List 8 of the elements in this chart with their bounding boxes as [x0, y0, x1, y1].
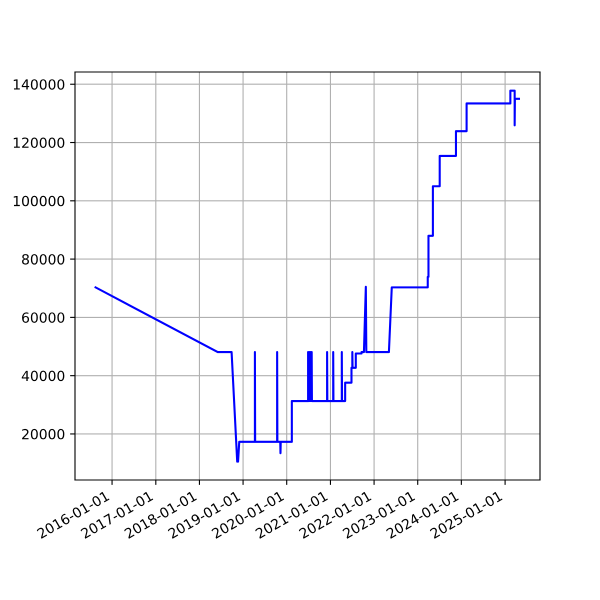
y-tick-label: 140000 [14, 79, 64, 90]
y-tick-label: 120000 [14, 137, 64, 148]
y-tick-label: 80000 [22, 254, 64, 265]
y-tick-label: 60000 [22, 312, 64, 323]
y-tick-label: 20000 [22, 428, 64, 440]
y-tick-label: 100000 [14, 196, 64, 206]
line-series [94, 90, 520, 463]
y-tick-label: 40000 [22, 370, 64, 382]
